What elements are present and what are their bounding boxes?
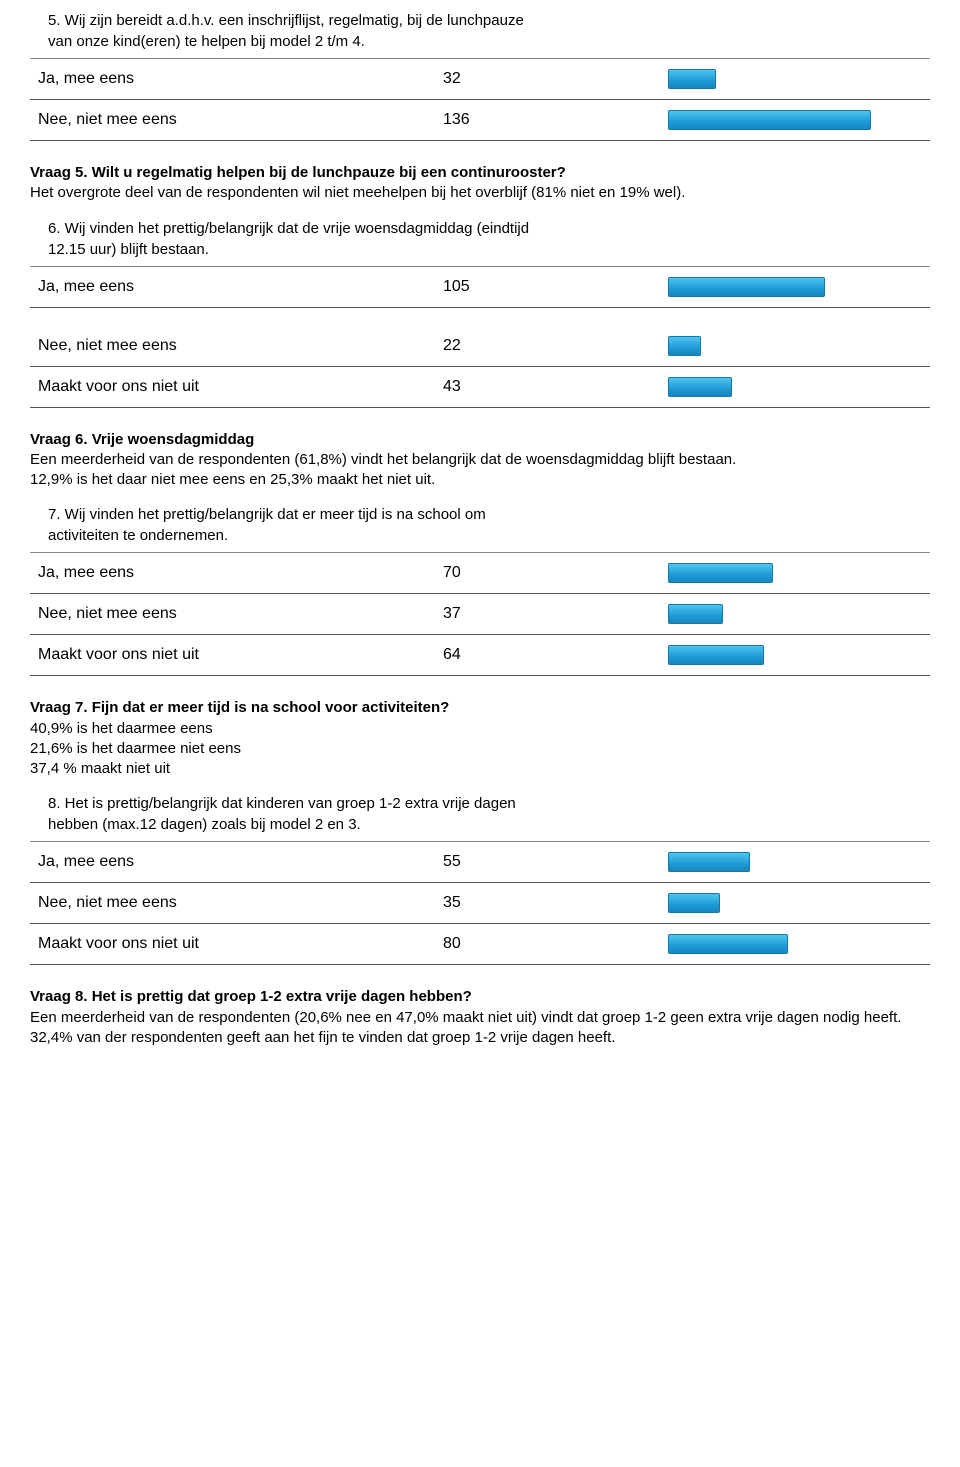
row-label: Nee, niet mee eens bbox=[30, 100, 435, 141]
table-row: Ja, mee eens 70 bbox=[30, 553, 930, 594]
bar bbox=[668, 69, 716, 89]
row-value: 105 bbox=[435, 266, 660, 307]
row-value: 35 bbox=[435, 883, 660, 924]
row-value: 64 bbox=[435, 635, 660, 676]
commentary-6: Vraag 6. Vrije woensdagmiddag Een meerde… bbox=[30, 430, 930, 491]
table-row: Ja, mee eens 32 bbox=[30, 59, 930, 100]
question-7-text: 7. Wij vinden het prettig/belangrijk dat… bbox=[48, 504, 548, 546]
commentary-heading: Vraag 6. Vrije woensdagmiddag bbox=[30, 431, 254, 448]
section-6: 6. Wij vinden het prettig/belangrijk dat… bbox=[30, 218, 930, 491]
table-row: Nee, niet mee eens 22 bbox=[30, 307, 930, 366]
table-row: Maakt voor ons niet uit 80 bbox=[30, 924, 930, 965]
row-value: 22 bbox=[435, 307, 660, 366]
row-value: 37 bbox=[435, 594, 660, 635]
question-8-text: 8. Het is prettig/belangrijk dat kindere… bbox=[48, 793, 548, 835]
bar bbox=[668, 852, 750, 872]
table-row: Nee, niet mee eens 136 bbox=[30, 100, 930, 141]
table-row: Maakt voor ons niet uit 64 bbox=[30, 635, 930, 676]
table-5: Ja, mee eens 32 Nee, niet mee eens 136 bbox=[30, 58, 930, 141]
bar bbox=[668, 604, 723, 624]
table-row: Nee, niet mee eens 35 bbox=[30, 883, 930, 924]
row-bar-cell bbox=[660, 883, 930, 924]
section-5: 5. Wij zijn bereidt a.d.h.v. een inschri… bbox=[30, 10, 930, 204]
bar bbox=[668, 277, 825, 297]
bar bbox=[668, 563, 773, 583]
table-8: Ja, mee eens 55 Nee, niet mee eens 35 Ma… bbox=[30, 841, 930, 965]
commentary-7: Vraag 7. Fijn dat er meer tijd is na sch… bbox=[30, 698, 930, 779]
commentary-8: Vraag 8. Het is prettig dat groep 1-2 ex… bbox=[30, 987, 930, 1048]
commentary-body: Het overgrote deel van de respondenten w… bbox=[30, 184, 685, 201]
row-value: 32 bbox=[435, 59, 660, 100]
question-5-text: 5. Wij zijn bereidt a.d.h.v. een inschri… bbox=[48, 10, 548, 52]
table-6: Ja, mee eens 105 Nee, niet mee eens 22 M… bbox=[30, 266, 930, 408]
row-label: Nee, niet mee eens bbox=[30, 883, 435, 924]
row-bar-cell bbox=[660, 266, 930, 307]
page: 5. Wij zijn bereidt a.d.h.v. een inschri… bbox=[0, 0, 960, 1082]
row-value: 80 bbox=[435, 924, 660, 965]
bar bbox=[668, 336, 701, 356]
table-7: Ja, mee eens 70 Nee, niet mee eens 37 Ma… bbox=[30, 552, 930, 676]
commentary-body: Een meerderheid van de respondenten (20,… bbox=[30, 1009, 901, 1046]
question-6-text: 6. Wij vinden het prettig/belangrijk dat… bbox=[48, 218, 548, 260]
row-label: Nee, niet mee eens bbox=[30, 307, 435, 366]
bar bbox=[668, 934, 788, 954]
bar bbox=[668, 645, 764, 665]
row-value: 43 bbox=[435, 366, 660, 407]
row-value: 55 bbox=[435, 842, 660, 883]
row-bar-cell bbox=[660, 366, 930, 407]
bar bbox=[668, 377, 732, 397]
commentary-body: Een meerderheid van de respondenten (61,… bbox=[30, 451, 736, 488]
bar bbox=[668, 110, 871, 130]
row-label: Ja, mee eens bbox=[30, 553, 435, 594]
row-label: Maakt voor ons niet uit bbox=[30, 924, 435, 965]
table-row: Ja, mee eens 105 bbox=[30, 266, 930, 307]
row-bar-cell bbox=[660, 100, 930, 141]
row-label: Maakt voor ons niet uit bbox=[30, 366, 435, 407]
row-label: Ja, mee eens bbox=[30, 59, 435, 100]
commentary-heading: Vraag 7. Fijn dat er meer tijd is na sch… bbox=[30, 699, 449, 716]
row-label: Maakt voor ons niet uit bbox=[30, 635, 435, 676]
row-value: 136 bbox=[435, 100, 660, 141]
row-bar-cell bbox=[660, 553, 930, 594]
commentary-heading: Vraag 8. Het is prettig dat groep 1-2 ex… bbox=[30, 988, 472, 1005]
commentary-heading: Vraag 5. Wilt u regelmatig helpen bij de… bbox=[30, 164, 566, 181]
section-8: 8. Het is prettig/belangrijk dat kindere… bbox=[30, 793, 930, 1048]
row-value: 70 bbox=[435, 553, 660, 594]
commentary-body: 40,9% is het daarmee eens21,6% is het da… bbox=[30, 720, 241, 778]
row-bar-cell bbox=[660, 924, 930, 965]
table-row: Ja, mee eens 55 bbox=[30, 842, 930, 883]
row-label: Nee, niet mee eens bbox=[30, 594, 435, 635]
row-bar-cell bbox=[660, 635, 930, 676]
bar bbox=[668, 893, 720, 913]
row-bar-cell bbox=[660, 842, 930, 883]
row-label: Ja, mee eens bbox=[30, 266, 435, 307]
row-label: Ja, mee eens bbox=[30, 842, 435, 883]
section-7: 7. Wij vinden het prettig/belangrijk dat… bbox=[30, 504, 930, 779]
row-bar-cell bbox=[660, 59, 930, 100]
row-bar-cell bbox=[660, 307, 930, 366]
commentary-5: Vraag 5. Wilt u regelmatig helpen bij de… bbox=[30, 163, 930, 204]
table-row: Maakt voor ons niet uit 43 bbox=[30, 366, 930, 407]
row-bar-cell bbox=[660, 594, 930, 635]
table-row: Nee, niet mee eens 37 bbox=[30, 594, 930, 635]
